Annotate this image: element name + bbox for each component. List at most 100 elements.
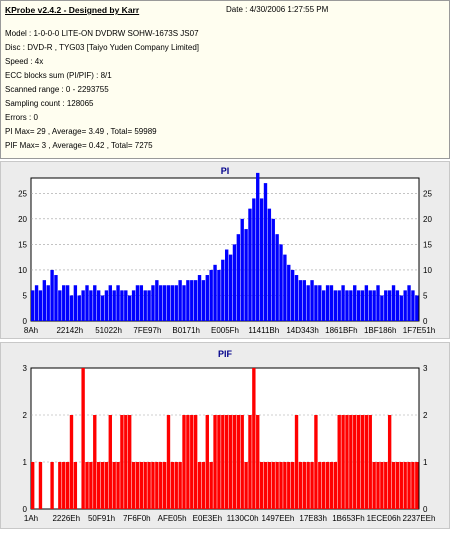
pi-bar	[162, 285, 167, 321]
pif-bar	[166, 415, 171, 509]
info-disc: Disc : DVD-R , TYG03 [Taiyo Yuden Compan…	[5, 43, 200, 52]
pif-bar	[147, 462, 151, 509]
pi-bar	[287, 264, 291, 321]
pif-bar	[116, 462, 120, 509]
pi-x-tick-label: 1F7E51h	[403, 326, 435, 335]
pif-bar	[201, 462, 206, 509]
pi-bar	[174, 285, 178, 321]
pi-bar	[252, 198, 256, 321]
pif-bar	[213, 415, 217, 509]
pi-bar	[298, 280, 303, 321]
pif-bar	[333, 462, 338, 509]
pi-bar	[267, 208, 272, 321]
pi-x-tick-label: 22142h	[56, 326, 83, 335]
pi-bar	[391, 285, 396, 321]
pif-bar	[209, 462, 213, 509]
pi-bar	[244, 229, 248, 321]
pi-bar	[225, 249, 229, 321]
pi-bar	[178, 280, 182, 321]
pi-bar	[294, 275, 299, 321]
pif-bar	[139, 462, 144, 509]
pif-bar	[248, 415, 252, 509]
pif-bar	[182, 415, 186, 509]
pif-x-tick-label: 1130C0h	[227, 514, 259, 523]
app-title: KProbe v2.4.2 - Designed by Karr	[5, 5, 140, 15]
pi-y-tick-label-right: 15	[423, 240, 432, 249]
pi-y-tick-label: 20	[18, 215, 27, 224]
pi-bar	[31, 290, 35, 321]
pif-bar	[306, 462, 310, 509]
pi-bar	[128, 295, 132, 321]
pi-bar	[89, 290, 93, 321]
pif-y-tick-label: 2	[23, 411, 28, 420]
pi-bar	[186, 280, 190, 321]
pi-x-tick-label: 7FE97h	[133, 326, 161, 335]
pif-bar	[69, 415, 74, 509]
pi-bar	[395, 290, 400, 321]
pif-bar	[73, 462, 78, 509]
pif-bar	[100, 462, 105, 509]
pif-bar	[310, 462, 314, 509]
scan-date: Date : 4/30/2006 1:27:55 PM	[226, 5, 329, 14]
pi-bar	[271, 218, 275, 321]
info-panel: KProbe v2.4.2 - Designed by Karr Date : …	[0, 0, 450, 159]
pi-y-tick-label: 0	[23, 317, 28, 326]
pi-bar	[353, 285, 357, 321]
pif-bar	[143, 462, 147, 509]
pi-bar	[356, 290, 361, 321]
pi-x-tick-label: B0171h	[172, 326, 200, 335]
pi-x-tick-label: 11411Bh	[248, 326, 279, 335]
pif-bar	[197, 462, 202, 509]
pi-bar	[240, 218, 244, 321]
pi-bar	[170, 285, 175, 321]
pi-bar	[279, 244, 283, 321]
info-sampling: Sampling count : 128065	[5, 99, 94, 108]
pi-y-tick-label: 15	[18, 240, 27, 249]
pif-bar	[217, 415, 221, 509]
pif-bar	[225, 415, 229, 509]
pif-x-tick-label: E0E3Eh	[193, 514, 222, 523]
pif-bar	[368, 415, 372, 509]
pif-bar	[341, 415, 345, 509]
info-pi-stats: PI Max= 29 , Average= 3.49 , Total= 5998…	[5, 127, 157, 136]
info-range: Scanned range : 0 - 2293755	[5, 85, 109, 94]
pif-x-tick-label: 50F91h	[88, 514, 115, 523]
info-pif-stats: PIF Max= 3 , Average= 0.42 , Total= 7275	[5, 141, 153, 150]
pi-x-tick-label: 51022h	[95, 326, 122, 335]
info-ecc: ECC blocks sum (PI/PIF) : 8/1	[5, 71, 112, 80]
pif-x-tick-label: 1Ah	[24, 514, 38, 523]
pif-y-tick-label-right: 0	[423, 505, 428, 514]
pi-bar	[415, 295, 419, 321]
pi-y-tick-label-right: 25	[423, 189, 432, 198]
pi-bar	[329, 285, 334, 321]
pi-bar	[345, 290, 349, 321]
pi-bar	[221, 259, 225, 321]
pi-bar	[197, 275, 202, 321]
pi-bar	[159, 285, 163, 321]
pif-bar	[411, 462, 415, 509]
pi-bar	[96, 290, 101, 321]
pi-bar	[46, 285, 50, 321]
pi-x-tick-label: 1BF186h	[364, 326, 396, 335]
pi-bar	[368, 290, 372, 321]
pi-bar	[236, 234, 241, 321]
pi-bar	[411, 290, 415, 321]
pi-bar	[38, 290, 43, 321]
pi-chart: PI 0 0 5 5 10 10 15 15 20 20 25 25 8Ah 22142h 51022h 7FE…	[18, 166, 435, 335]
pif-bar	[65, 462, 70, 509]
pi-bar	[131, 290, 136, 321]
pi-bar	[81, 290, 85, 321]
pif-bar	[322, 462, 326, 509]
pi-bar	[143, 290, 147, 321]
pif-bar	[124, 415, 128, 509]
pi-bar	[201, 280, 206, 321]
pi-bar	[108, 285, 112, 321]
pif-bar	[120, 415, 124, 509]
pif-bar	[329, 462, 334, 509]
pif-bar	[81, 368, 85, 509]
pi-bar	[193, 280, 198, 321]
pi-bar	[65, 285, 70, 321]
pif-bar	[287, 462, 291, 509]
pif-x-tick-label: 2237EEh	[403, 514, 436, 523]
pif-bar	[290, 462, 295, 509]
